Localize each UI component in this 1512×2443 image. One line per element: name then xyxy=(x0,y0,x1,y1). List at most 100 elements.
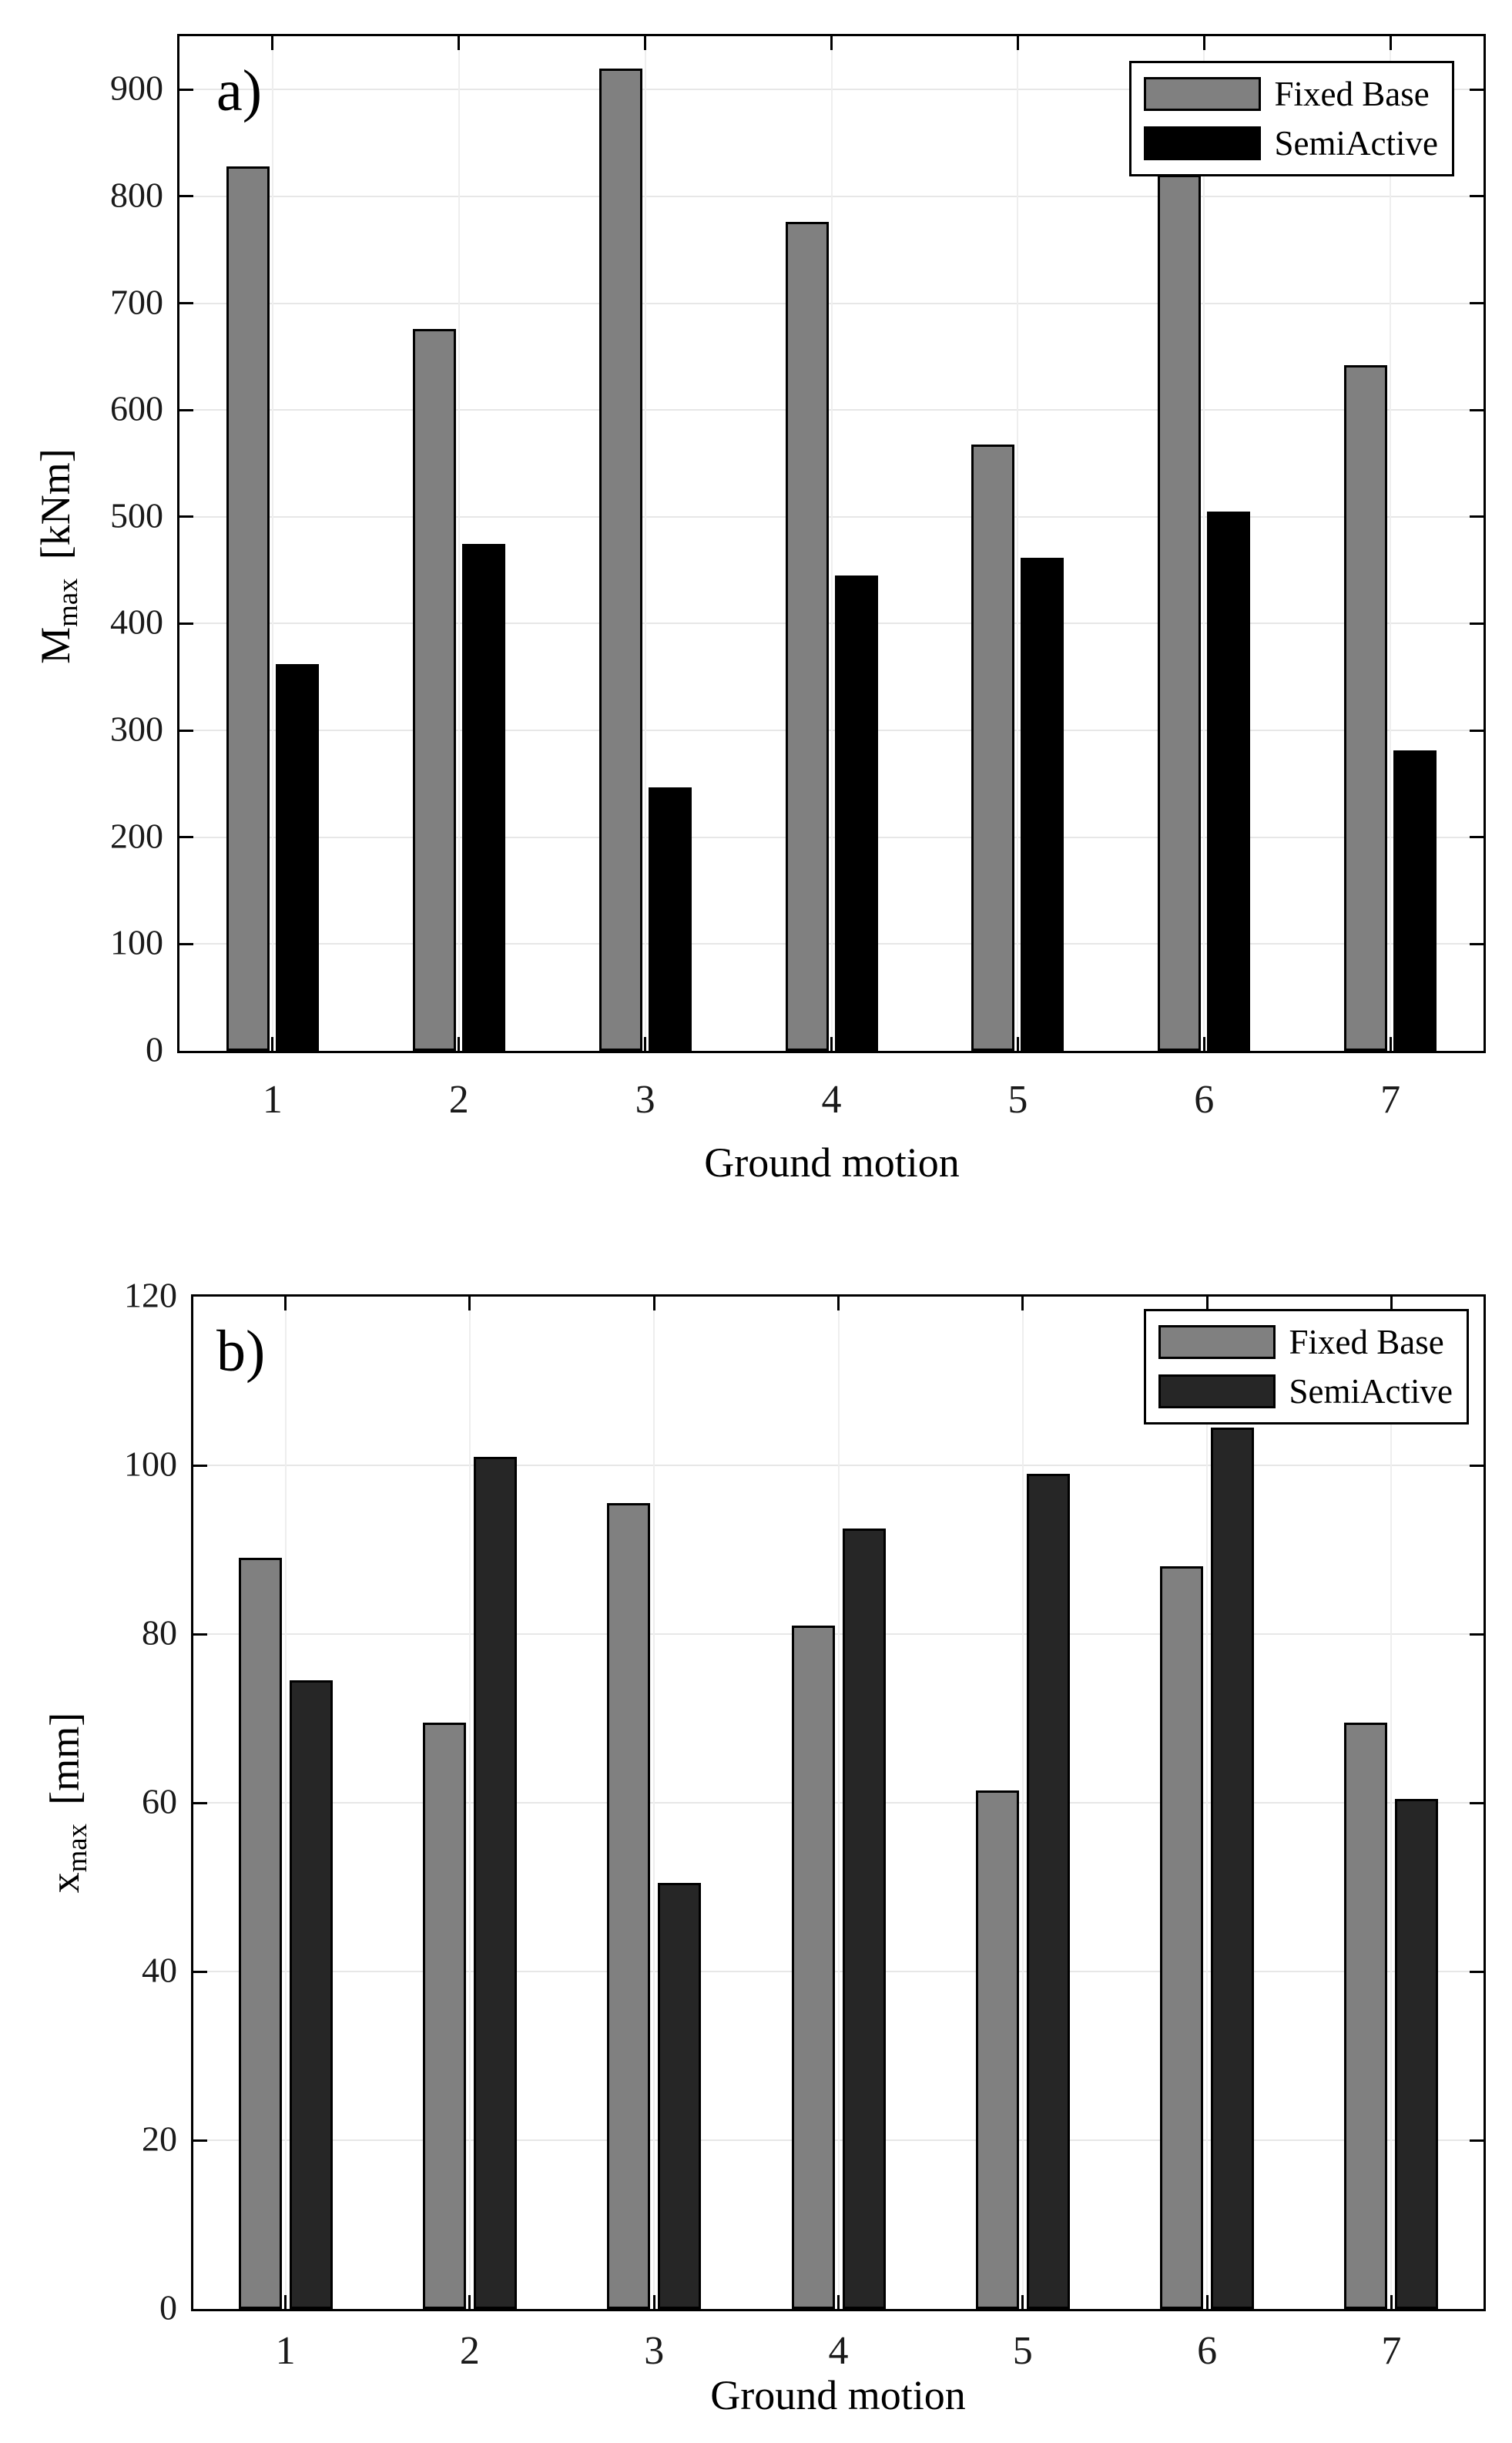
x-tick-label: 7 xyxy=(1381,2329,1402,2373)
y-tick-mark-left xyxy=(179,88,193,91)
gridline-vertical xyxy=(1017,36,1019,1051)
legend-swatch-semiactive xyxy=(1158,1374,1276,1408)
x-tick-label: 2 xyxy=(448,1078,469,1122)
y-tick-mark-right xyxy=(1470,1464,1484,1467)
plot-area-a: a) xyxy=(177,34,1486,1053)
y-tick-mark-left xyxy=(193,2139,207,2142)
x-tick-mark-bottom xyxy=(837,2295,840,2309)
x-tick-mark-bottom xyxy=(1016,1037,1019,1051)
legend-label-fixed-base: Fixed Base xyxy=(1274,75,1430,113)
x-tick-mark-top xyxy=(652,1297,655,1310)
bar-fixed-base-gm7 xyxy=(1344,365,1388,1051)
legend-swatch-semiactive xyxy=(1143,126,1261,160)
bar-semiactive-gm4 xyxy=(834,576,878,1051)
bar-semiactive-gm2 xyxy=(473,1457,517,2309)
x-tick-label: 1 xyxy=(275,2329,296,2373)
gridline-vertical xyxy=(1021,1297,1024,2309)
bar-semiactive-gm7 xyxy=(1395,1798,1439,2309)
y-tick-label: 300 xyxy=(110,709,163,749)
y-tick-mark-right xyxy=(1470,302,1484,305)
y-tick-mark-left xyxy=(179,836,193,839)
y-tick-mark-left xyxy=(179,195,193,198)
x-tick-mark-top xyxy=(271,36,274,50)
x-tick-mark-top xyxy=(458,36,461,50)
x-tick-mark-bottom xyxy=(1390,2295,1393,2309)
legend-row-semiactive: SemiActive xyxy=(1143,123,1438,163)
x-tick-mark-top xyxy=(1390,1297,1393,1310)
x-tick-label: 5 xyxy=(1012,2329,1033,2373)
x-tick-mark-top xyxy=(837,1297,840,1310)
y-tick-mark-right xyxy=(1470,1970,1484,1973)
y-tick-label: 120 xyxy=(124,1275,177,1315)
bar-semiactive-gm1 xyxy=(275,664,319,1051)
x-tick-mark-bottom xyxy=(1205,2295,1209,2309)
x-tick-label: 2 xyxy=(459,2329,480,2373)
plot-area-b: b) xyxy=(191,1294,1486,2311)
y-tick-mark-right xyxy=(1470,408,1484,411)
x-tick-mark-bottom xyxy=(644,1037,647,1051)
bar-semiactive-gm1 xyxy=(289,1680,333,2309)
gridline-vertical xyxy=(1390,36,1392,1051)
x-tick-mark-top xyxy=(1205,1297,1209,1310)
y-tick-label: 80 xyxy=(142,1612,177,1653)
y-axis-label-b-subscript: max xyxy=(61,1824,93,1873)
x-tick-mark-bottom xyxy=(652,2295,655,2309)
x-tick-mark-top xyxy=(468,1297,471,1310)
gridline-vertical xyxy=(458,36,460,1051)
x-tick-mark-top xyxy=(644,36,647,50)
y-tick-mark-left xyxy=(193,1464,207,1467)
y-tick-label: 60 xyxy=(142,1781,177,1821)
y-tick-label: 400 xyxy=(110,602,163,642)
x-tick-label: 6 xyxy=(1194,1078,1215,1122)
legend-label-semiactive: SemiActive xyxy=(1274,124,1438,163)
gridline-vertical xyxy=(644,36,646,1051)
legend-label-fixed-base: Fixed Base xyxy=(1289,1323,1444,1361)
bar-semiactive-gm3 xyxy=(648,787,692,1051)
y-tick-mark-right xyxy=(1470,729,1484,732)
y-tick-label: 40 xyxy=(142,1950,177,1990)
x-tick-mark-bottom xyxy=(468,2295,471,2309)
y-tick-label: 600 xyxy=(110,388,163,428)
x-tick-mark-bottom xyxy=(458,1037,461,1051)
y-tick-mark-right xyxy=(1470,1633,1484,1636)
x-tick-mark-top xyxy=(284,1297,287,1310)
y-tick-mark-right xyxy=(1470,2139,1484,2142)
legend-b: Fixed Base SemiActive xyxy=(1143,1309,1469,1425)
bar-semiactive-gm5 xyxy=(1026,1473,1070,2309)
x-tick-mark-top xyxy=(1021,1297,1024,1310)
legend-swatch-fixed-base xyxy=(1158,1325,1276,1359)
y-tick-mark-left xyxy=(179,408,193,411)
bar-fixed-base-gm3 xyxy=(598,68,642,1051)
y-tick-mark-left xyxy=(193,1970,207,1973)
x-tick-label: 3 xyxy=(635,1078,655,1122)
x-tick-mark-top xyxy=(1016,36,1019,50)
bar-fixed-base-gm6 xyxy=(1158,175,1202,1051)
y-tick-label: 800 xyxy=(110,175,163,215)
x-tick-mark-bottom xyxy=(1202,1037,1205,1051)
bar-fixed-base-gm3 xyxy=(607,1503,651,2309)
bar-fixed-base-gm1 xyxy=(238,1558,282,2309)
bar-semiactive-gm2 xyxy=(461,543,505,1051)
bar-semiactive-gm5 xyxy=(1021,557,1064,1051)
bar-fixed-base-gm5 xyxy=(971,444,1015,1051)
x-tick-label: 3 xyxy=(644,2329,665,2373)
panel-letter-a: a) xyxy=(216,59,263,123)
y-tick-label: 20 xyxy=(142,2119,177,2159)
x-tick-label: 4 xyxy=(828,2329,849,2373)
x-tick-label: 6 xyxy=(1197,2329,1218,2373)
y-tick-mark-right xyxy=(1470,836,1484,839)
gridline-vertical xyxy=(830,36,833,1051)
y-tick-mark-left xyxy=(179,729,193,732)
y-tick-mark-left xyxy=(179,942,193,945)
bar-semiactive-gm7 xyxy=(1393,750,1437,1051)
gridline-vertical xyxy=(1206,1297,1209,2309)
x-tick-mark-top xyxy=(1389,36,1392,50)
y-tick-label: 500 xyxy=(110,495,163,535)
bar-fixed-base-gm6 xyxy=(1160,1566,1204,2309)
y-tick-label: 0 xyxy=(146,1029,163,1069)
y-tick-mark-right xyxy=(1470,942,1484,945)
y-tick-label: 700 xyxy=(110,281,163,321)
